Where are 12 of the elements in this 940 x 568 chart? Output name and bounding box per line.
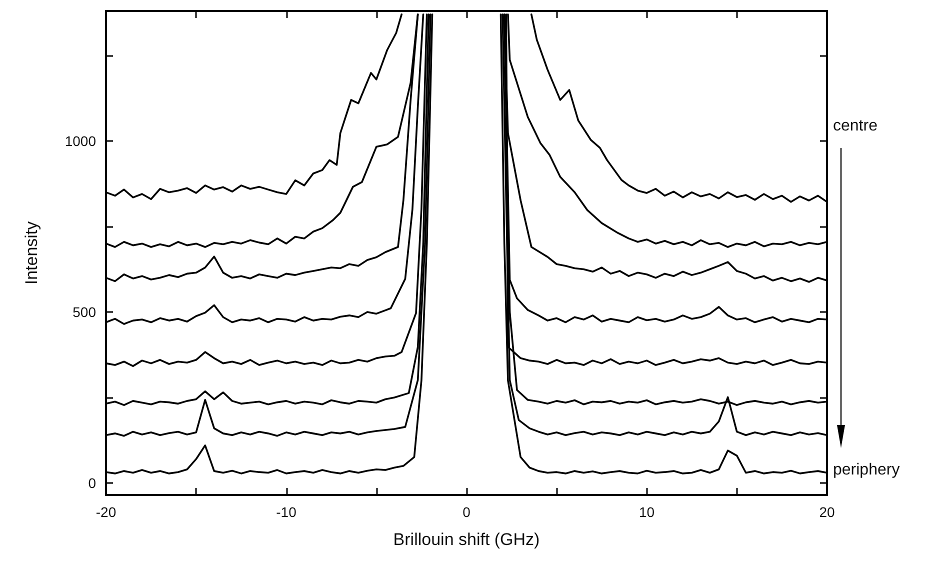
x-tick-label: -10 [276,504,297,520]
y-tick-label: 1000 [64,132,96,149]
y-axis-title: Intensity [22,220,41,285]
text: centre [833,118,878,134]
x-tick-label: -20 [96,504,116,520]
text: periphery [833,462,900,478]
x-tick-label: 10 [638,504,655,520]
y-tick-label: 0 [88,475,96,492]
x-axis-title: Brillouin shift (GHz) [393,530,540,549]
y-tick-label: 500 [72,304,96,320]
x-tick-label: 20 [819,504,835,520]
x-tick-label: 0 [462,504,471,520]
